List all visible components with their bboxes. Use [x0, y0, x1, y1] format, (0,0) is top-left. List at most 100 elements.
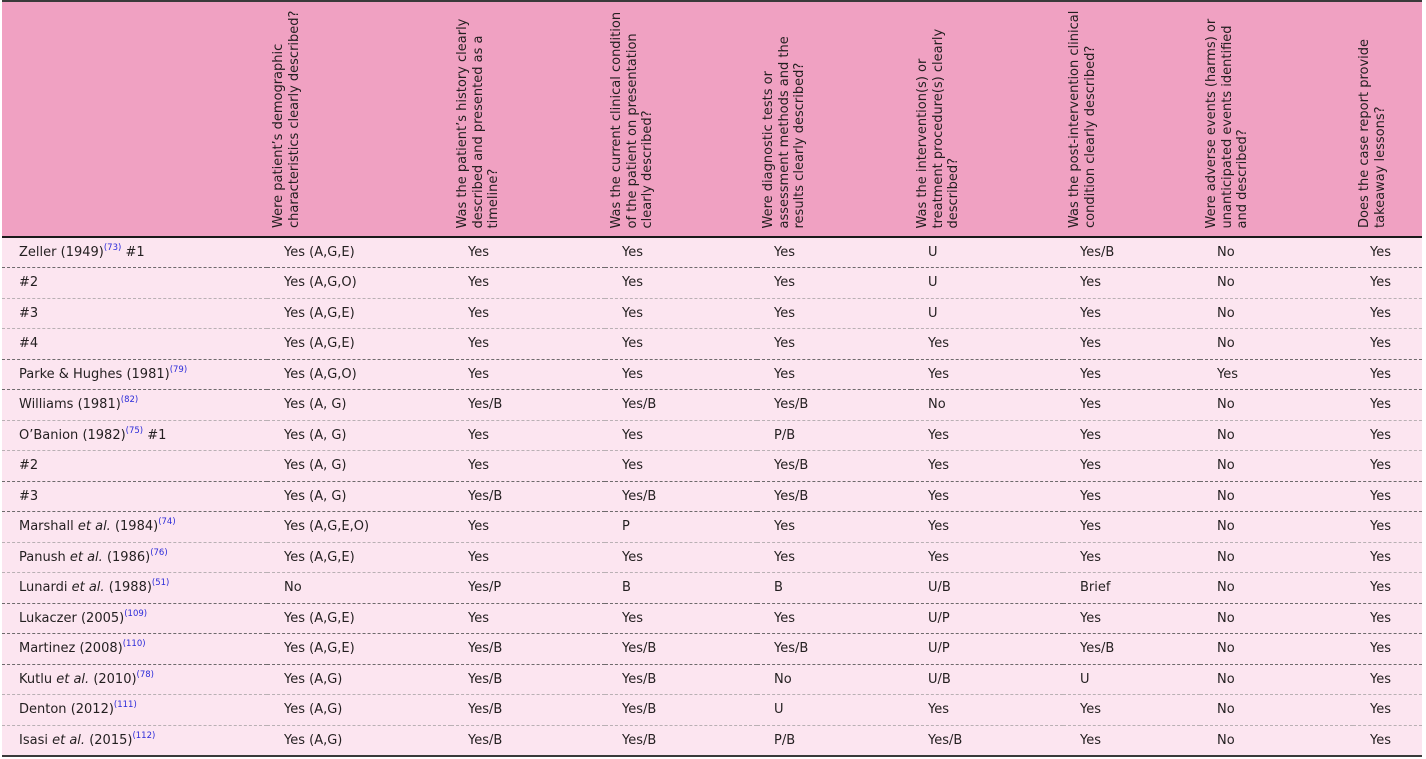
study-author: Marshall — [19, 519, 74, 535]
study-year: (2012) — [70, 702, 114, 718]
answer-cell-takeaway: Yes — [1353, 633, 1422, 665]
study-author: Kutlu — [19, 671, 53, 687]
answer-cell-history: Yes — [451, 298, 605, 329]
study-cell: Parke & Hughes (1981)(79) — [2, 359, 267, 390]
answer-cell-demographics: Yes (A,G) — [267, 725, 451, 757]
column-header-demographics: Were patient’s demographic characteristi… — [267, 1, 451, 237]
answer-cell-history: Yes — [451, 328, 605, 360]
column-header-adverse-events: Were adverse events (harms) or unanticip… — [1200, 1, 1353, 237]
answer-cell-current-condition: Yes — [605, 542, 757, 573]
study-author: #2 — [19, 275, 39, 291]
study-year: (2010) — [93, 671, 137, 687]
answer-cell-intervention: U — [911, 298, 1063, 329]
table-row: #3 Yes (A, G) Yes/B Yes/B Yes/B Yes Yes No Yes — [2, 481, 1422, 512]
answer-cell-diagnostics: Yes/B — [757, 633, 911, 665]
study-cell: Kutlu et al. (2010)(78) — [2, 664, 267, 695]
table-row: Denton (2012)(111) Yes (A,G) Yes/B Yes/B U Ye… — [2, 694, 1422, 726]
column-header-label: Were diagnostic tests or assessment meth… — [761, 35, 807, 228]
answer-cell-intervention: Yes — [911, 450, 1063, 482]
reference-link[interactable]: (111) — [113, 700, 137, 711]
answer-cell-intervention: Yes — [911, 420, 1063, 451]
answer-cell-takeaway: Yes — [1353, 481, 1422, 512]
answer-cell-history: Yes — [451, 450, 605, 482]
answer-cell-current-condition: Yes/B — [605, 633, 757, 665]
table-row: #2 Yes (A, G) Yes Yes Yes/B Yes Yes No Yes — [2, 450, 1422, 482]
answer-cell-takeaway: Yes — [1353, 694, 1422, 726]
reference-link[interactable]: (109) — [124, 608, 148, 619]
answer-cell-post-intervention: Yes — [1063, 725, 1200, 757]
answer-cell-adverse-events: No — [1200, 572, 1353, 604]
answer-cell-post-intervention: Yes — [1063, 359, 1200, 390]
study-year: (1949) — [60, 245, 104, 260]
answer-cell-history: Yes — [451, 420, 605, 451]
answer-cell-diagnostics: Yes/B — [757, 389, 911, 421]
study-author: Martinez — [19, 641, 76, 657]
reference-link[interactable]: (76) — [150, 547, 168, 558]
answer-cell-post-intervention: Yes — [1063, 267, 1200, 299]
answer-cell-takeaway: Yes — [1353, 237, 1422, 268]
answer-cell-intervention: U/P — [911, 633, 1063, 665]
answer-cell-post-intervention: Yes — [1063, 511, 1200, 543]
column-header-takeaway: Does the case report provide takeaway le… — [1353, 1, 1422, 237]
answer-cell-adverse-events: Yes — [1200, 359, 1353, 390]
answer-cell-intervention: Yes — [911, 481, 1063, 512]
reference-link[interactable]: (74) — [158, 517, 176, 528]
reference-link[interactable]: (112) — [132, 730, 156, 741]
answer-cell-adverse-events: No — [1200, 389, 1353, 421]
reference-link[interactable]: (73) — [103, 243, 122, 253]
column-header-label: Was the post-intervention clinical condi… — [1067, 10, 1098, 228]
answer-cell-post-intervention: Yes — [1063, 542, 1200, 573]
answer-cell-adverse-events: No — [1200, 481, 1353, 512]
answer-cell-adverse-events: No — [1200, 664, 1353, 695]
answer-cell-adverse-events: No — [1200, 328, 1353, 360]
table-row: O’Banion (1982)(75) #1 Yes (A, G) Yes Yes P/… — [2, 420, 1422, 451]
study-cell: Denton (2012)(111) — [2, 694, 267, 726]
column-header-current-condition: Was the current clinical condition of th… — [605, 1, 757, 237]
column-header-diagnostics: Were diagnostic tests or assessment meth… — [757, 1, 911, 237]
answer-cell-diagnostics: Yes/B — [757, 450, 911, 482]
answer-cell-takeaway: Yes — [1353, 450, 1422, 482]
case-number: #1 — [121, 245, 145, 260]
study-cell: #4 — [2, 328, 267, 360]
answer-cell-diagnostics: Yes — [757, 603, 911, 634]
reference-link[interactable]: (82) — [120, 395, 139, 406]
reference-link[interactable]: (78) — [136, 669, 154, 680]
column-header-label: Was the current clinical condition of th… — [609, 11, 655, 228]
study-author: #4 — [19, 336, 39, 352]
reference-link[interactable]: (79) — [169, 364, 188, 375]
column-header-label: Were patient’s demographic characteristi… — [271, 10, 302, 228]
study-cell: #2 — [2, 267, 267, 299]
study-year: (1984) — [114, 519, 159, 535]
study-year: (2005) — [80, 610, 125, 626]
answer-cell-adverse-events: No — [1200, 450, 1353, 482]
answer-cell-current-condition: Yes — [605, 267, 757, 299]
answer-cell-current-condition: B — [605, 572, 757, 604]
answer-cell-intervention: U — [911, 237, 1063, 268]
reference-link[interactable]: (110) — [122, 639, 146, 650]
table-row: Lukaczer (2005)(109) Yes (A,G,E) Yes Yes Yes… — [2, 603, 1422, 634]
column-header-label: Does the case report provide takeaway le… — [1357, 38, 1388, 228]
answer-cell-current-condition: Yes/B — [605, 725, 757, 757]
column-header-post-intervention: Was the post-intervention clinical condi… — [1063, 1, 1200, 237]
answer-cell-history: Yes/B — [451, 481, 605, 512]
answer-cell-takeaway: Yes — [1353, 725, 1422, 757]
answer-cell-adverse-events: No — [1200, 725, 1353, 757]
answer-cell-post-intervention: Yes — [1063, 389, 1200, 421]
answer-cell-demographics: Yes (A,G,E) — [267, 237, 451, 268]
reference-link[interactable]: (75) — [125, 425, 144, 436]
answer-cell-history: Yes — [451, 603, 605, 634]
answer-cell-demographics: Yes (A,G,O) — [267, 267, 451, 299]
answer-cell-intervention: Yes/B — [911, 725, 1063, 757]
answer-cell-history: Yes — [451, 511, 605, 543]
answer-cell-history: Yes — [451, 542, 605, 573]
answer-cell-demographics: Yes (A, G) — [267, 450, 451, 482]
answer-cell-takeaway: Yes — [1353, 328, 1422, 360]
answer-cell-demographics: Yes (A,G) — [267, 694, 451, 726]
study-author: Isasi — [19, 732, 48, 748]
answer-cell-intervention: Yes — [911, 359, 1063, 390]
reference-link[interactable]: (51) — [151, 578, 170, 589]
answer-cell-intervention: U/P — [911, 603, 1063, 634]
study-author: Parke & Hughes — [19, 366, 123, 382]
answer-cell-post-intervention: U — [1063, 664, 1200, 695]
